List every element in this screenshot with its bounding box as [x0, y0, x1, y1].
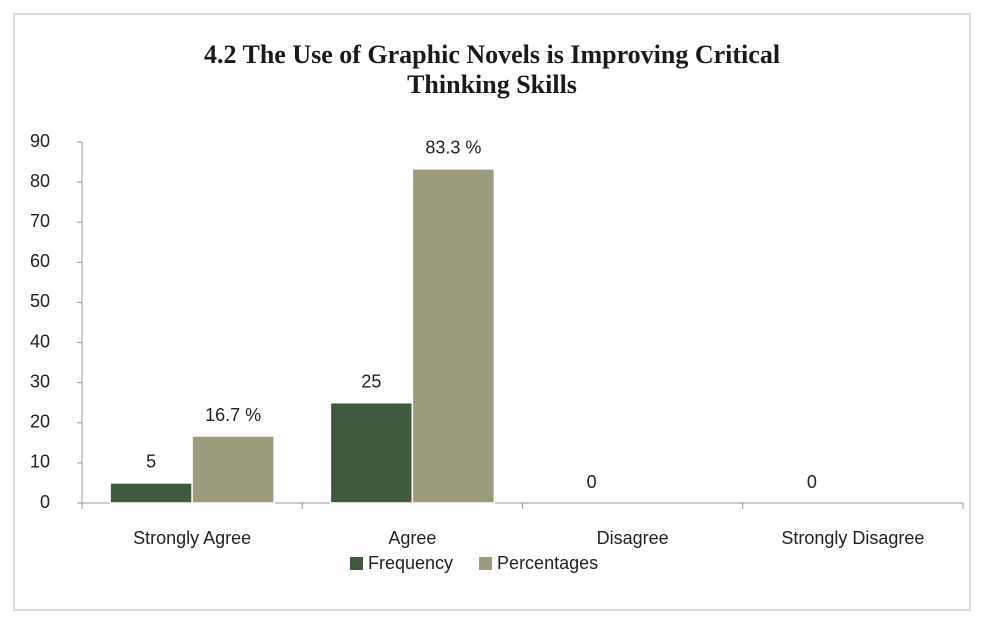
bar	[329, 401, 414, 504]
data-label: 5	[146, 452, 156, 472]
x-tick-label: Strongly Agree	[133, 528, 251, 548]
y-tick-label: 90	[30, 131, 50, 151]
legend-swatch	[479, 557, 493, 570]
legend-swatch	[350, 557, 363, 570]
y-tick-label: 10	[30, 452, 50, 472]
x-tick-label: Disagree	[597, 528, 669, 548]
y-tick-label: 70	[30, 211, 50, 231]
y-tick-label: 30	[30, 371, 50, 391]
bar	[109, 482, 193, 504]
data-label: 83.3 %	[425, 138, 481, 158]
y-tick-label: 50	[30, 291, 50, 311]
chart-border	[13, 13, 971, 611]
legend-label: Percentages	[497, 553, 598, 573]
y-tick-label: 80	[30, 171, 50, 191]
y-tick-label: 20	[30, 412, 50, 432]
data-label: 25	[361, 371, 381, 391]
y-tick-label: 0	[40, 492, 50, 512]
y-tick-label: 60	[30, 251, 50, 271]
bar	[411, 168, 496, 504]
x-tick-label: Agree	[388, 528, 436, 548]
legend-label: Frequency	[368, 553, 453, 573]
data-label: 16.7 %	[205, 405, 261, 425]
data-label: 0	[587, 472, 597, 492]
x-tick-label: Strongly Disagree	[781, 528, 924, 548]
chart-title: 4.2 The Use of Graphic Novels is Improvi…	[203, 40, 781, 99]
data-label: 0	[807, 472, 817, 492]
bar	[191, 435, 275, 504]
y-tick-label: 40	[30, 331, 50, 351]
